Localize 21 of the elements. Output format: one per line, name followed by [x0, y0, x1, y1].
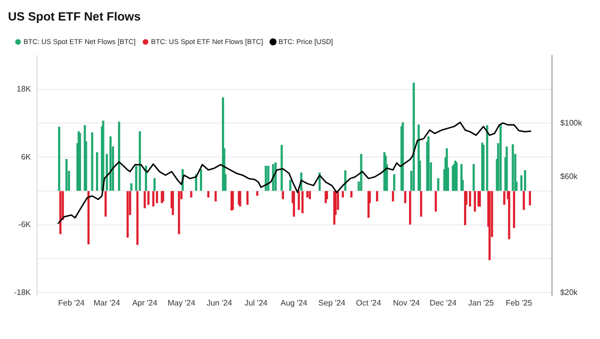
y2-tick-label: $20k [560, 288, 579, 297]
x-tick-label: Mar '24 [94, 298, 121, 308]
x-tick-label: Feb '25 [506, 298, 533, 308]
x-tick-label: Nov '24 [393, 298, 420, 308]
y2-tick-label: $100k [560, 118, 583, 128]
y-tick-label: -6K [18, 220, 32, 230]
x-tick-label: May '24 [168, 298, 196, 308]
y2-tick-label: $60k [560, 172, 579, 182]
x-tick-label: Aug '24 [280, 298, 308, 308]
x-tick-label: Jul '24 [244, 298, 268, 308]
chart-title: US Spot ETF Net Flows [8, 10, 141, 24]
y-tick-label: 6K [21, 152, 32, 162]
x-tick-label: Dec '24 [430, 298, 458, 308]
x-tick-label: Jun '24 [206, 298, 233, 308]
x-tick-label: Jan '25 [468, 298, 494, 308]
x-tick-label: Apr '24 [132, 298, 158, 308]
y-tick-label: -18K [14, 288, 32, 297]
x-tick-label: Sep '24 [318, 298, 346, 308]
x-tick-label: Feb '24 [58, 298, 86, 308]
x-tick-label: Oct '24 [356, 298, 382, 308]
y-tick-label: 18K [16, 84, 32, 94]
